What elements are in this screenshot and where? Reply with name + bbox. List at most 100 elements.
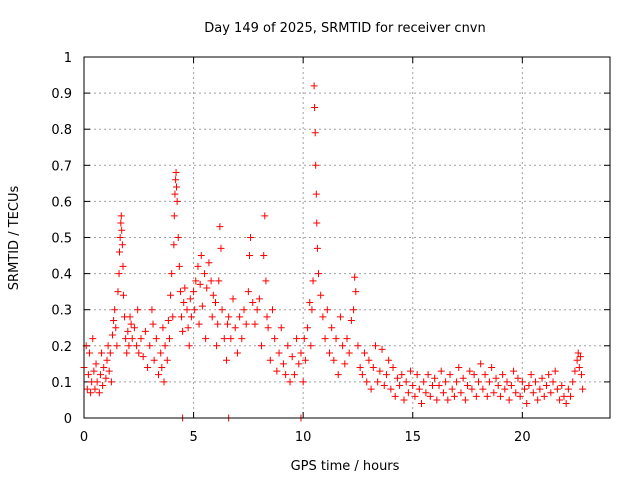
data-point [367, 385, 375, 393]
data-point [279, 360, 287, 368]
data-point [494, 382, 502, 390]
data-point [516, 392, 524, 400]
y-tick-label: 1 [64, 51, 72, 66]
data-point [297, 349, 305, 357]
data-point [575, 363, 583, 371]
data-point [514, 374, 522, 382]
data-point [540, 392, 548, 400]
data-point [96, 371, 104, 379]
data-point [141, 327, 149, 335]
data-point [187, 313, 195, 321]
data-point [197, 252, 205, 260]
data-point [551, 367, 559, 375]
data-point [220, 335, 228, 343]
data-point [358, 371, 366, 379]
data-point [464, 382, 472, 390]
data-point [245, 252, 253, 260]
data-point [567, 392, 575, 400]
data-point [466, 367, 474, 375]
data-point [457, 389, 465, 397]
data-point [448, 385, 456, 393]
y-tick-label: 0.1 [51, 376, 72, 391]
data-point [312, 190, 320, 198]
data-point [415, 385, 423, 393]
plot-frame [83, 56, 611, 419]
data-point [126, 313, 134, 321]
data-point [284, 342, 292, 350]
data-point [538, 374, 546, 382]
data-point [301, 356, 309, 364]
data-point [286, 378, 294, 386]
data-point [325, 349, 333, 357]
data-point [354, 342, 362, 350]
data-point [578, 371, 586, 379]
data-point [380, 382, 388, 390]
data-point [123, 349, 131, 357]
data-point [181, 284, 189, 292]
y-tick-label: 0.2 [51, 340, 72, 355]
data-point [163, 356, 171, 364]
x-axis-label: GPS time / hours [291, 459, 400, 474]
data-point [553, 385, 561, 393]
data-point [92, 360, 100, 368]
data-point [334, 371, 342, 379]
data-point [527, 371, 535, 379]
data-point [336, 313, 344, 321]
y-tick-label: 0.4 [51, 268, 72, 283]
data-point [179, 327, 187, 335]
data-point [213, 342, 221, 350]
data-point [564, 385, 572, 393]
data-point [332, 335, 340, 343]
data-point [178, 313, 186, 321]
data-point [400, 396, 408, 404]
data-point [196, 280, 204, 288]
data-point [531, 378, 539, 386]
data-point [275, 349, 283, 357]
data-point [490, 389, 498, 397]
data-point [341, 360, 349, 368]
data-point [258, 342, 266, 350]
data-point [172, 169, 180, 177]
data-point [108, 331, 116, 339]
data-point [420, 378, 428, 386]
data-point [215, 277, 223, 285]
data-point [159, 324, 167, 332]
data-point [545, 371, 553, 379]
data-point [117, 212, 125, 220]
data-point [244, 288, 252, 296]
data-point [361, 349, 369, 357]
data-point [556, 396, 564, 404]
data-point [107, 378, 115, 386]
data-point [435, 382, 443, 390]
data-point [225, 313, 233, 321]
data-point [321, 335, 329, 343]
data-point [505, 396, 513, 404]
data-point [194, 262, 202, 270]
data-point [134, 306, 142, 314]
data-point [518, 378, 526, 386]
data-point [165, 335, 173, 343]
data-point [93, 378, 101, 386]
data-point [99, 382, 107, 390]
data-point [492, 374, 500, 382]
data-point [218, 306, 226, 314]
data-point [382, 371, 390, 379]
data-point [135, 349, 143, 357]
data-point [442, 378, 450, 386]
data-point [295, 360, 303, 368]
data-point [470, 371, 478, 379]
data-point [426, 392, 434, 400]
data-point [192, 277, 200, 285]
data-point [260, 252, 268, 260]
data-point [133, 342, 141, 350]
data-point [249, 298, 257, 306]
data-point [212, 298, 219, 306]
data-point [350, 306, 358, 314]
data-point [315, 270, 323, 278]
data-point [124, 327, 132, 335]
data-point [510, 367, 518, 375]
data-point [424, 371, 432, 379]
data-point [164, 317, 172, 325]
data-point [161, 342, 169, 350]
